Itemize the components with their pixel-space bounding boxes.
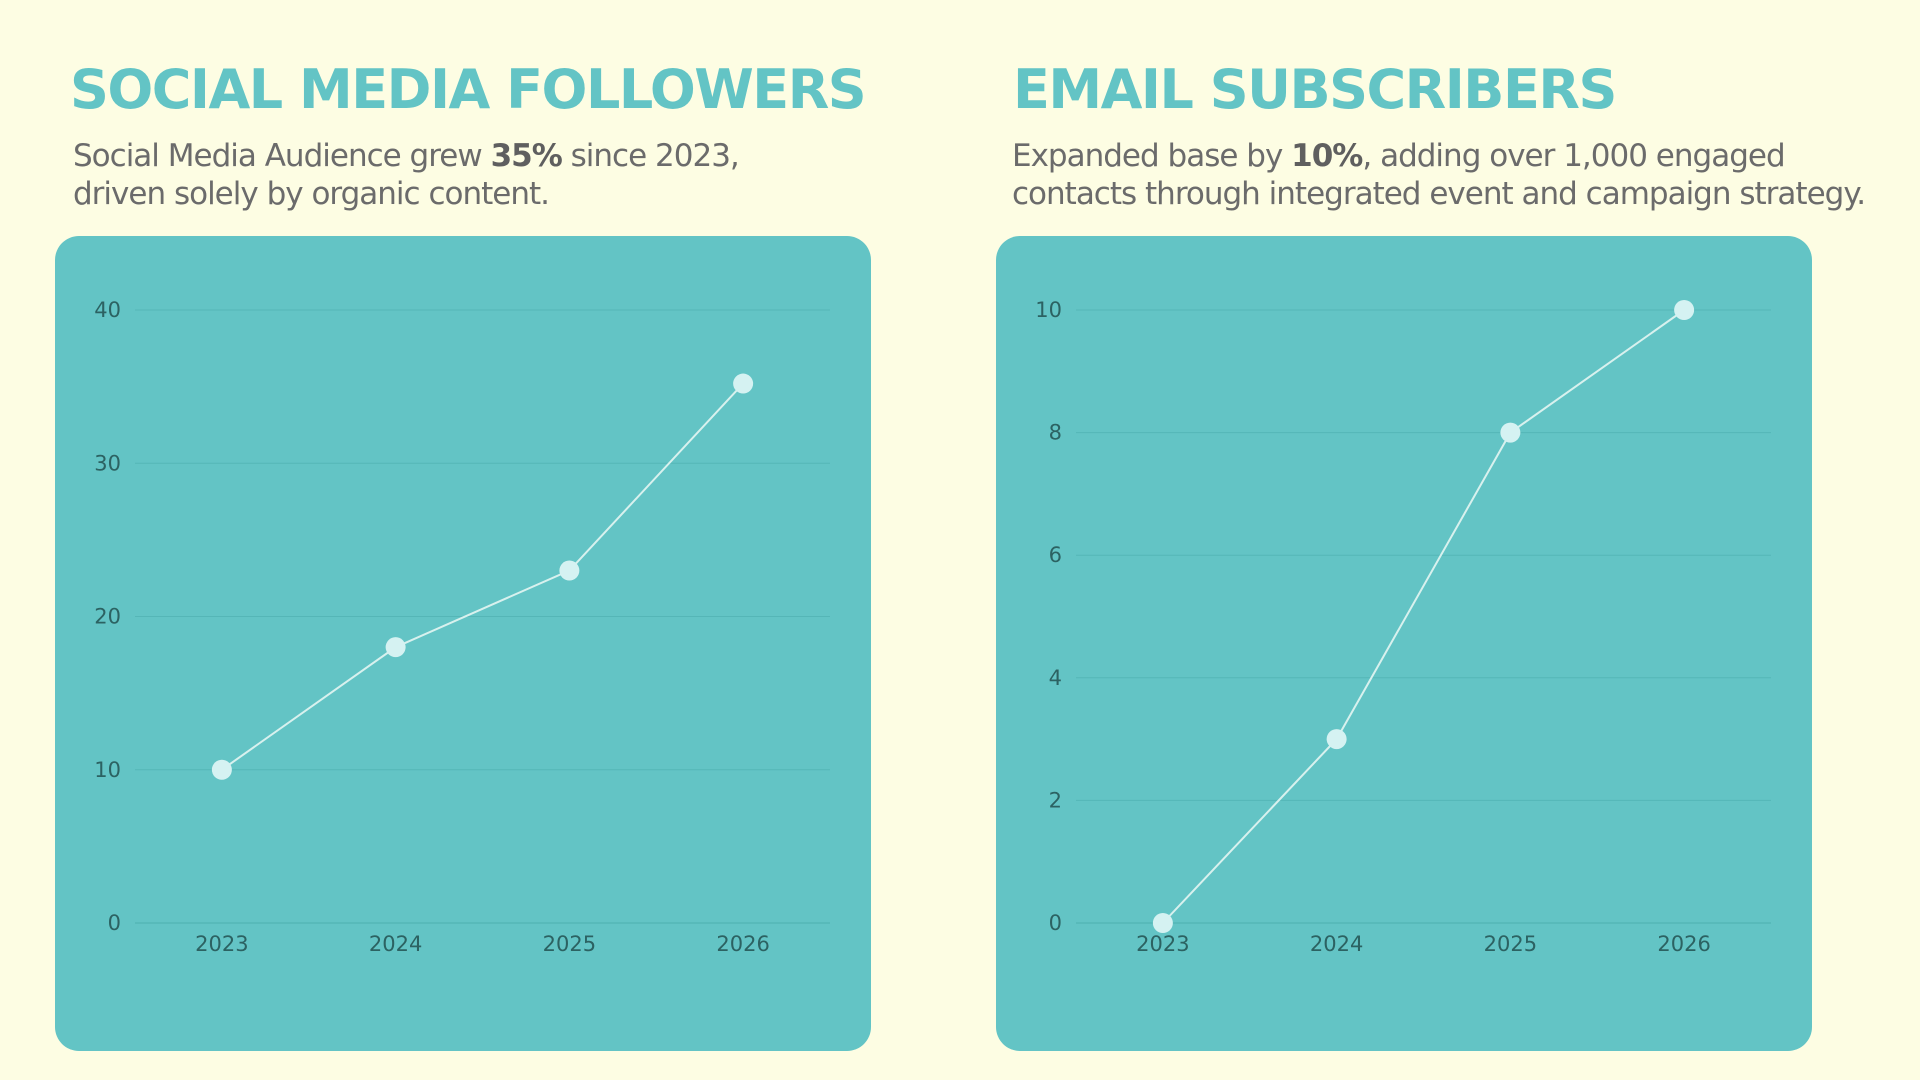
y-tick-label: 20 xyxy=(94,605,121,629)
email-subscribers-title: EMAIL SUBSCRIBERS xyxy=(1013,58,1617,121)
description-highlight: 10% xyxy=(1291,138,1363,174)
x-tick-label: 2023 xyxy=(1136,932,1189,956)
series-line xyxy=(221,382,744,771)
x-tick-label: 2025 xyxy=(543,932,596,956)
description-text: Social Media Audience grew xyxy=(73,138,491,174)
social-media-description: Social Media Audience grew 35% since 202… xyxy=(73,137,833,213)
data-point xyxy=(559,560,580,581)
data-point xyxy=(1674,300,1695,320)
email-subscribers-description: Expanded base by 10%, adding over 1,000 … xyxy=(1012,137,1892,213)
description-text: Expanded base by xyxy=(1012,138,1292,174)
y-tick-label: 2 xyxy=(1049,788,1062,812)
y-tick-label: 10 xyxy=(1035,298,1062,322)
data-point xyxy=(211,759,232,780)
y-tick-label: 6 xyxy=(1049,543,1062,567)
description-highlight: 35% xyxy=(490,138,563,174)
social-media-line-chart: 0 10 20 30 40 2023 2024 2025 2026 xyxy=(94,298,830,956)
x-tick-label: 2025 xyxy=(1484,932,1537,956)
description-text: , adding over 1,000 engaged contacts thr… xyxy=(1012,138,1866,212)
y-tick-label: 8 xyxy=(1049,421,1062,445)
y-tick-label: 40 xyxy=(94,298,121,322)
data-point xyxy=(733,373,754,394)
y-tick-label: 0 xyxy=(1049,911,1062,935)
data-point xyxy=(385,637,406,658)
social-media-chart-card: 0 10 20 30 40 2023 2024 2025 2026 xyxy=(55,236,871,1051)
x-tick-label: 2023 xyxy=(195,932,248,956)
email-subscribers-line-chart: 0 2 4 6 8 10 2023 2024 2025 2026 xyxy=(1035,298,1771,956)
x-tick-label: 2024 xyxy=(1310,932,1363,956)
email-subscribers-chart-card: 0 2 4 6 8 10 2023 2024 2025 2026 xyxy=(996,236,1812,1051)
x-tick-label: 2024 xyxy=(369,932,422,956)
data-point xyxy=(1326,729,1347,750)
y-tick-label: 0 xyxy=(108,911,121,935)
x-tick-label: 2026 xyxy=(716,932,769,956)
y-tick-label: 10 xyxy=(94,758,121,782)
data-point xyxy=(1500,422,1521,443)
social-media-followers-title: SOCIAL MEDIA FOLLOWERS xyxy=(70,58,867,121)
data-point xyxy=(1152,913,1173,933)
y-tick-label: 4 xyxy=(1049,666,1062,690)
x-tick-label: 2026 xyxy=(1657,932,1710,956)
series-line xyxy=(1162,309,1685,924)
y-tick-label: 30 xyxy=(94,451,121,475)
description-text: since 2023, driven solely by organic con… xyxy=(73,138,740,212)
